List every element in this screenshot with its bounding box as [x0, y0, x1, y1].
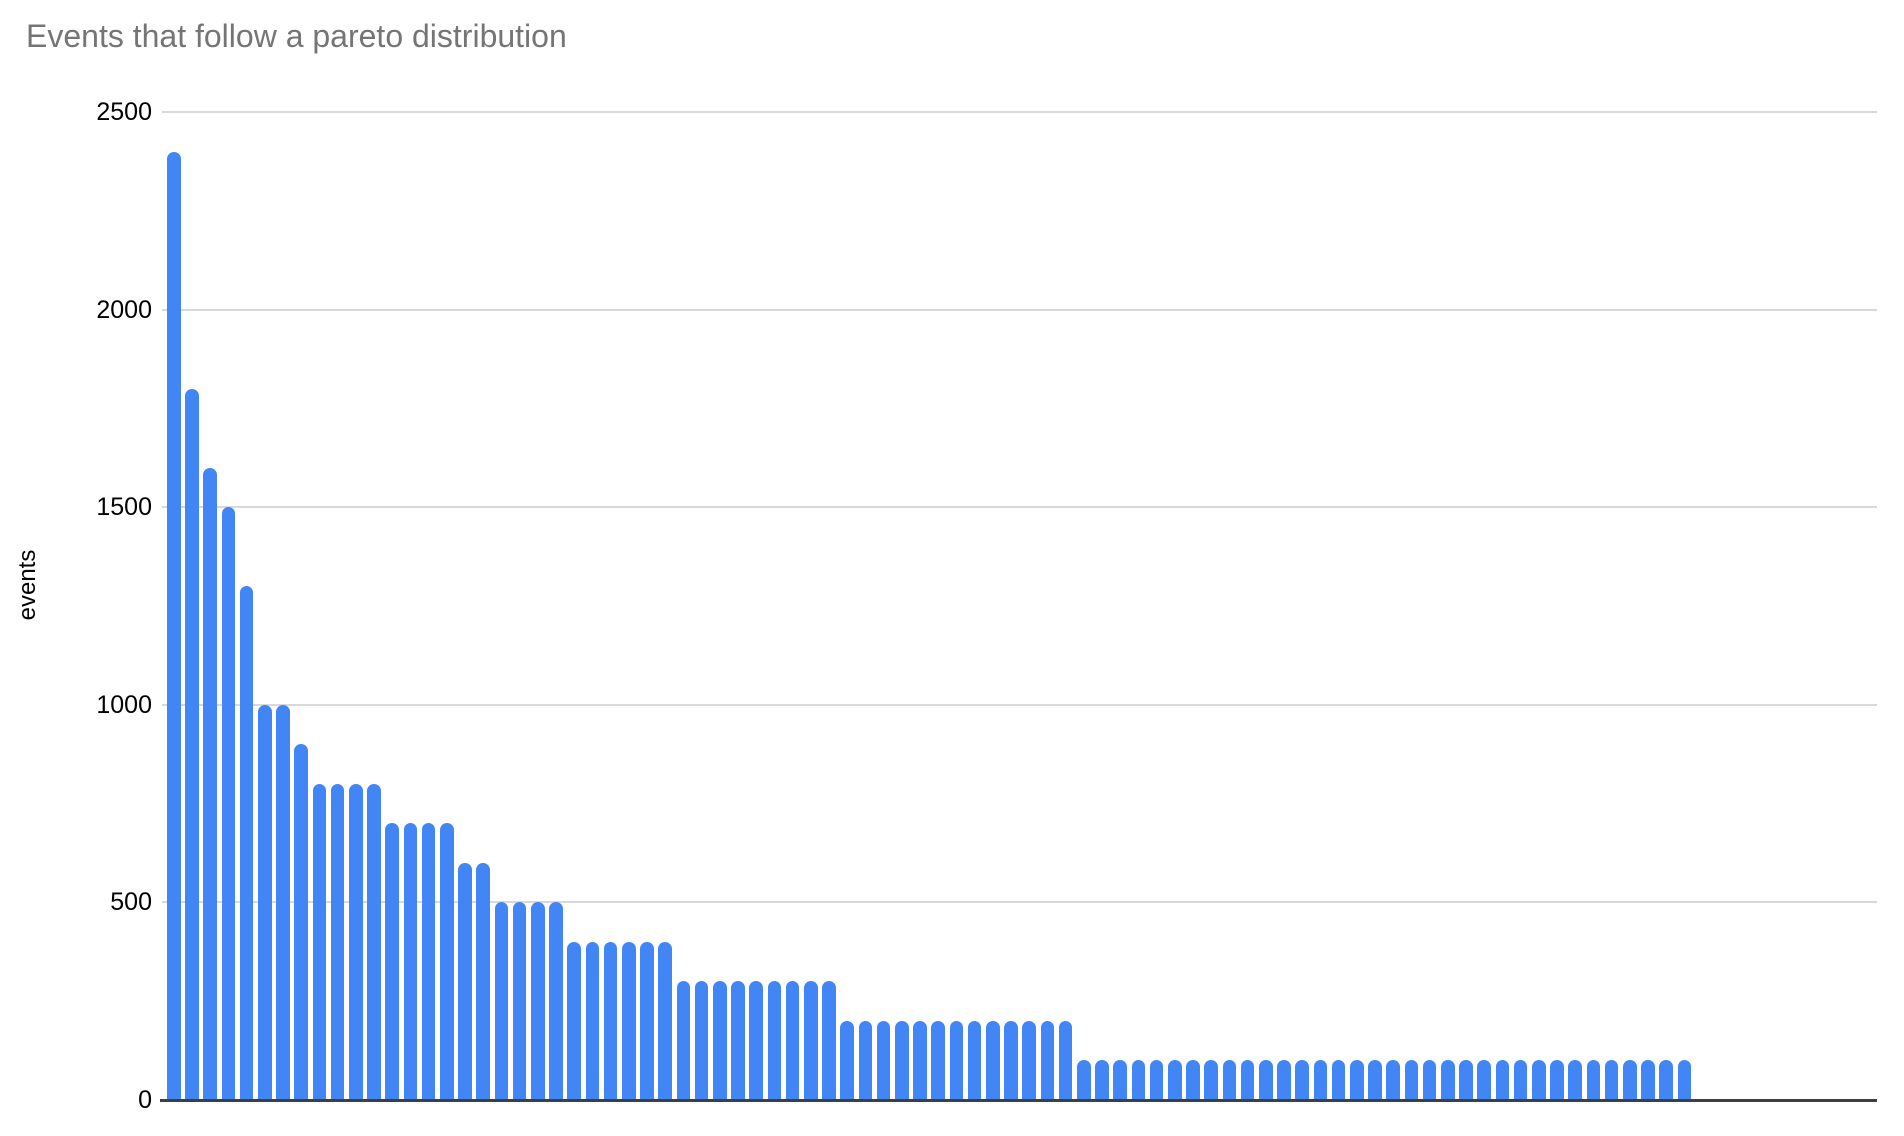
y-tick-label: 2000 — [96, 295, 152, 324]
bar[interactable] — [858, 1020, 873, 1100]
bar[interactable] — [294, 744, 308, 1100]
bar[interactable] — [1477, 1060, 1491, 1100]
y-tick-label: 500 — [110, 888, 152, 917]
bar[interactable] — [603, 941, 618, 1100]
bar[interactable] — [931, 1020, 945, 1100]
bar[interactable] — [1022, 1020, 1036, 1100]
bar[interactable] — [1513, 1060, 1528, 1100]
bar[interactable] — [986, 1020, 1000, 1100]
bar[interactable] — [1422, 1060, 1437, 1100]
bar[interactable] — [531, 902, 545, 1100]
bar[interactable] — [1550, 1060, 1564, 1100]
bar[interactable] — [1077, 1060, 1091, 1100]
bar[interactable] — [640, 941, 654, 1100]
bar[interactable] — [458, 862, 472, 1100]
bar[interactable] — [549, 902, 563, 1100]
gridline — [162, 901, 1877, 904]
bar[interactable] — [239, 586, 254, 1100]
chart-title: Events that follow a pareto distribution — [26, 18, 567, 54]
bar[interactable] — [312, 783, 327, 1100]
bar[interactable] — [1568, 1060, 1582, 1100]
bar[interactable] — [1295, 1060, 1309, 1100]
bar[interactable] — [1495, 1060, 1510, 1100]
bar[interactable] — [1095, 1060, 1109, 1100]
bar[interactable] — [1677, 1060, 1692, 1100]
bar[interactable] — [203, 467, 217, 1100]
bar[interactable] — [622, 941, 636, 1100]
bar[interactable] — [1604, 1060, 1619, 1100]
bar[interactable] — [330, 783, 345, 1100]
bar[interactable] — [367, 783, 381, 1100]
bar[interactable] — [876, 1020, 891, 1100]
gridline — [162, 308, 1877, 311]
bar[interactable] — [385, 823, 399, 1100]
y-tick-label: 1000 — [96, 690, 152, 719]
bar[interactable] — [440, 823, 454, 1100]
x-axis-line — [160, 1099, 1877, 1102]
bar[interactable] — [1350, 1060, 1364, 1100]
bar[interactable] — [713, 981, 727, 1100]
bar[interactable] — [676, 981, 691, 1100]
bar[interactable] — [1240, 1060, 1255, 1100]
bar[interactable] — [1222, 1060, 1237, 1100]
bar[interactable] — [421, 823, 436, 1100]
bar[interactable] — [913, 1020, 927, 1100]
bar[interactable] — [1004, 1020, 1018, 1100]
bar[interactable] — [185, 388, 199, 1100]
bar[interactable] — [349, 783, 363, 1100]
bar[interactable] — [1368, 1060, 1382, 1100]
bar[interactable] — [804, 981, 818, 1100]
bar[interactable] — [276, 704, 290, 1100]
bar[interactable] — [512, 902, 527, 1100]
y-tick-label: 1500 — [96, 493, 152, 522]
bar[interactable] — [949, 1020, 964, 1100]
gridline — [162, 506, 1877, 509]
bar[interactable] — [221, 507, 236, 1100]
y-tick-label: 0 — [138, 1086, 152, 1114]
bar[interactable] — [1331, 1060, 1346, 1100]
bar[interactable] — [585, 941, 600, 1100]
bar[interactable] — [1532, 1060, 1546, 1100]
y-axis-title: events — [14, 549, 41, 621]
bar[interactable] — [895, 1020, 909, 1100]
bar[interactable] — [694, 981, 709, 1100]
bar[interactable] — [967, 1020, 982, 1100]
gridline — [162, 703, 1877, 706]
bar[interactable] — [1441, 1060, 1455, 1100]
bar[interactable] — [1659, 1060, 1673, 1100]
bar[interactable] — [476, 862, 490, 1100]
bar[interactable] — [1113, 1060, 1127, 1100]
bar[interactable] — [1277, 1060, 1291, 1100]
bar[interactable] — [731, 981, 745, 1100]
bar[interactable] — [258, 704, 272, 1100]
gridline — [162, 111, 1877, 113]
bar[interactable] — [822, 981, 836, 1100]
bar[interactable] — [1623, 1060, 1637, 1100]
bar[interactable] — [749, 981, 763, 1100]
bar[interactable] — [1040, 1020, 1055, 1100]
bar[interactable] — [1168, 1060, 1182, 1100]
bar[interactable] — [1131, 1060, 1146, 1100]
bar[interactable] — [785, 981, 800, 1100]
bar[interactable] — [767, 981, 782, 1100]
bar[interactable] — [1459, 1060, 1473, 1100]
bar[interactable] — [403, 823, 418, 1100]
bar[interactable] — [1058, 1020, 1073, 1100]
bar[interactable] — [494, 902, 509, 1100]
y-tick-label: 2500 — [96, 98, 152, 126]
bar[interactable] — [1586, 1060, 1601, 1100]
bar[interactable] — [1386, 1060, 1400, 1100]
bar[interactable] — [1204, 1060, 1218, 1100]
bar[interactable] — [1313, 1060, 1328, 1100]
bar[interactable] — [1641, 1060, 1655, 1100]
bar[interactable] — [567, 941, 581, 1100]
bar[interactable] — [1259, 1060, 1273, 1100]
bar[interactable] — [658, 941, 672, 1100]
bar[interactable] — [1186, 1060, 1200, 1100]
bar[interactable] — [167, 151, 181, 1100]
bar[interactable] — [840, 1020, 854, 1100]
bar[interactable] — [1149, 1060, 1164, 1100]
bar[interactable] — [1404, 1060, 1419, 1100]
